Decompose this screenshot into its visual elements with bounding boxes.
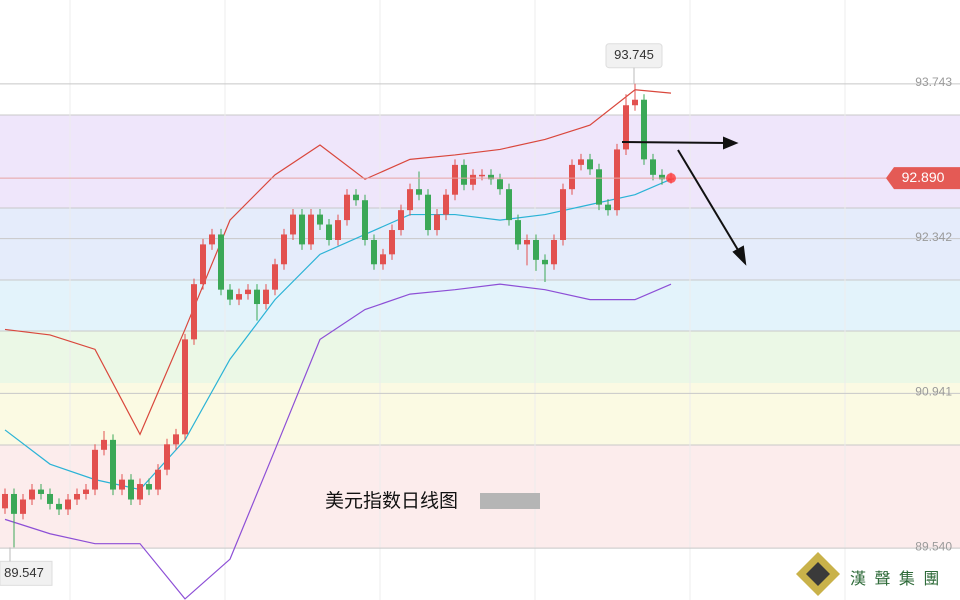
candle-body bbox=[65, 499, 71, 510]
candle-body bbox=[101, 439, 107, 450]
candle-body bbox=[398, 210, 404, 231]
candle-body bbox=[236, 294, 242, 300]
indicator-line bbox=[4, 283, 672, 600]
candle-body bbox=[335, 220, 341, 240]
candle-body bbox=[326, 224, 332, 240]
candle-body bbox=[650, 159, 656, 175]
candle-body bbox=[380, 254, 386, 265]
candle-body bbox=[191, 284, 197, 340]
candle-body bbox=[20, 499, 26, 514]
candle-body bbox=[641, 99, 647, 160]
low-label: 89.547 bbox=[4, 565, 44, 580]
arrows bbox=[621, 136, 747, 266]
candle-body bbox=[11, 493, 17, 514]
candle-body bbox=[353, 194, 359, 201]
candle-body bbox=[227, 289, 233, 300]
candle-body bbox=[146, 484, 152, 490]
indicator-line bbox=[4, 178, 672, 491]
candle-body bbox=[659, 174, 665, 180]
candle-body bbox=[569, 164, 575, 190]
logo bbox=[796, 552, 840, 596]
y-tick-label: 92.342 bbox=[915, 230, 952, 244]
candle-body bbox=[74, 493, 80, 500]
candle-body bbox=[263, 289, 269, 305]
last-price-dot bbox=[666, 173, 676, 184]
candle-body bbox=[560, 189, 566, 240]
candle-body bbox=[371, 239, 377, 265]
candle-body bbox=[299, 214, 305, 245]
candle-body bbox=[83, 489, 89, 494]
candle-body bbox=[515, 220, 521, 245]
candle-body bbox=[407, 189, 413, 211]
y-tick-label: 90.941 bbox=[915, 385, 952, 399]
candle-body bbox=[587, 159, 593, 170]
candle-body bbox=[119, 479, 125, 490]
candle-body bbox=[155, 469, 161, 490]
candle-body bbox=[479, 174, 485, 177]
candle-body bbox=[416, 189, 422, 195]
candle-body bbox=[308, 214, 314, 245]
candle-body bbox=[632, 99, 638, 106]
candle-body bbox=[200, 244, 206, 285]
candle-body bbox=[452, 164, 458, 195]
candle-body bbox=[290, 214, 296, 235]
y-tick-label: 89.540 bbox=[915, 539, 952, 553]
last-price-tag bbox=[886, 167, 960, 190]
candle-body bbox=[209, 234, 215, 245]
candle-body bbox=[47, 493, 53, 504]
candle-body bbox=[173, 434, 179, 445]
candle-body bbox=[497, 179, 503, 190]
candle-body bbox=[488, 174, 494, 180]
candle-body bbox=[317, 214, 323, 225]
candle-body bbox=[434, 214, 440, 231]
candle-body bbox=[461, 164, 467, 185]
candle-body bbox=[389, 230, 395, 255]
candle-body bbox=[164, 444, 170, 470]
candle-body bbox=[254, 289, 260, 305]
candle-body bbox=[92, 449, 98, 490]
plot: 93.743 92.342 90.941 89.540 93.745 89.547 92.8… bbox=[0, 43, 960, 600]
candle-body bbox=[344, 194, 350, 221]
candle-body bbox=[542, 259, 548, 265]
indicator-line bbox=[4, 89, 672, 436]
candle-body bbox=[524, 239, 530, 245]
candle-body bbox=[506, 189, 512, 221]
watermark: 漢 聲 集 團 bbox=[850, 570, 941, 588]
low-label-box bbox=[0, 560, 53, 586]
y-tick-label: 93.743 bbox=[915, 75, 952, 89]
candle-body bbox=[245, 289, 251, 295]
candle-body bbox=[578, 159, 584, 165]
candle-body bbox=[425, 194, 431, 231]
candle-body bbox=[614, 149, 620, 211]
chart-title: 美元指数日线图 bbox=[325, 490, 458, 512]
candle-body bbox=[137, 484, 143, 500]
candle-body bbox=[38, 489, 44, 494]
candle-body bbox=[362, 200, 368, 240]
candle-body bbox=[2, 493, 8, 509]
candle-body bbox=[110, 439, 116, 490]
candle-body bbox=[56, 503, 62, 510]
candle-body bbox=[443, 194, 449, 215]
candle-body bbox=[551, 239, 557, 265]
candle-body bbox=[272, 264, 278, 290]
candle-body bbox=[533, 239, 539, 260]
candle-body bbox=[623, 105, 629, 150]
blurred-box bbox=[480, 493, 540, 509]
candle-body bbox=[29, 489, 35, 500]
candle-body bbox=[281, 234, 287, 265]
candle-body bbox=[218, 234, 224, 290]
candle-body bbox=[596, 169, 602, 205]
candle-body bbox=[605, 204, 611, 211]
candle-body bbox=[470, 174, 476, 185]
candle-body bbox=[128, 479, 134, 500]
high-label: 93.745 bbox=[614, 47, 654, 62]
last-price-label: 92.890 bbox=[902, 169, 945, 185]
candle-body bbox=[182, 339, 188, 435]
